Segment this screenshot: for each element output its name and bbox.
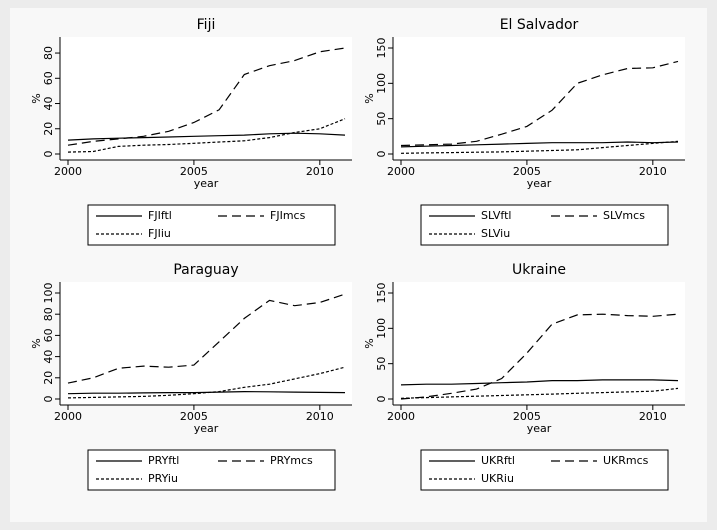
series-line bbox=[400, 313, 679, 400]
panel-title: Ukraine bbox=[512, 262, 566, 278]
x-tick-label: 2000 bbox=[54, 410, 82, 423]
x-tick-label: 2010 bbox=[639, 165, 667, 178]
series-line bbox=[400, 387, 679, 399]
series-line bbox=[67, 366, 346, 399]
y-axis-label: % bbox=[30, 338, 43, 348]
x-tick-label: 2010 bbox=[306, 165, 334, 178]
legend-label: FJIftl bbox=[148, 209, 172, 222]
y-axis-label: % bbox=[363, 93, 376, 103]
plot-region bbox=[60, 37, 352, 160]
legend-label: SLVftl bbox=[481, 209, 511, 222]
panel-title: Paraguay bbox=[173, 262, 238, 278]
y-tick-label: 0 bbox=[42, 396, 55, 403]
y-tick-label: 100 bbox=[375, 318, 388, 339]
y-tick-label: 60 bbox=[42, 328, 55, 342]
legend-label: FJIiu bbox=[148, 227, 171, 240]
y-tick-label: 50 bbox=[375, 357, 388, 371]
legend bbox=[87, 204, 336, 246]
legend-label: PRYiu bbox=[148, 472, 178, 485]
x-tick-label: 2005 bbox=[180, 165, 208, 178]
y-tick-label: 60 bbox=[42, 71, 55, 85]
legend-label: SLVmcs bbox=[603, 209, 645, 222]
x-axis-label: year bbox=[194, 422, 219, 435]
y-tick-label: 100 bbox=[375, 73, 388, 94]
series-line bbox=[67, 47, 346, 146]
x-tick-label: 2010 bbox=[639, 410, 667, 423]
x-axis-label: year bbox=[194, 177, 219, 190]
series-line bbox=[400, 141, 679, 148]
y-tick-label: 20 bbox=[42, 371, 55, 385]
plot-region bbox=[393, 282, 685, 405]
series-line bbox=[67, 132, 346, 141]
x-tick-label: 2010 bbox=[306, 410, 334, 423]
y-tick-label: 80 bbox=[42, 307, 55, 321]
legend-label: SLViu bbox=[481, 227, 510, 240]
legend bbox=[420, 204, 669, 246]
series-line bbox=[400, 379, 679, 386]
legend-label: UKRftl bbox=[481, 454, 515, 467]
x-tick-label: 2000 bbox=[387, 165, 415, 178]
x-tick-label: 2000 bbox=[54, 165, 82, 178]
y-axis-label: % bbox=[363, 338, 376, 348]
x-tick-label: 2005 bbox=[180, 410, 208, 423]
plot-region bbox=[393, 37, 685, 160]
y-tick-label: 50 bbox=[375, 112, 388, 126]
series-line bbox=[67, 390, 346, 395]
panel-title: Fiji bbox=[197, 17, 216, 33]
x-axis-label: year bbox=[527, 422, 552, 435]
y-tick-label: 80 bbox=[42, 46, 55, 60]
y-tick-label: 0 bbox=[375, 396, 388, 403]
plot-region bbox=[60, 282, 352, 405]
y-tick-label: 20 bbox=[42, 122, 55, 136]
y-tick-label: 40 bbox=[42, 350, 55, 364]
series-line bbox=[67, 293, 346, 384]
y-tick-label: 150 bbox=[375, 283, 388, 304]
y-axis-label: % bbox=[30, 93, 43, 103]
x-tick-label: 2005 bbox=[513, 165, 541, 178]
panel-title: El Salvador bbox=[500, 17, 579, 33]
legend-label: PRYftl bbox=[148, 454, 179, 467]
legend-label: PRYmcs bbox=[270, 454, 313, 467]
y-tick-label: 0 bbox=[375, 151, 388, 158]
legend-label: FJImcs bbox=[270, 209, 306, 222]
legend bbox=[420, 449, 669, 491]
x-tick-label: 2000 bbox=[387, 410, 415, 423]
x-axis-label: year bbox=[527, 177, 552, 190]
x-tick-label: 2005 bbox=[513, 410, 541, 423]
legend bbox=[87, 449, 336, 491]
series-line bbox=[67, 118, 346, 153]
legend-label: UKRiu bbox=[481, 472, 514, 485]
series-line bbox=[400, 140, 679, 154]
series-line bbox=[400, 60, 679, 147]
y-tick-label: 40 bbox=[42, 97, 55, 111]
legend-label: UKRmcs bbox=[603, 454, 649, 467]
y-tick-label: 100 bbox=[42, 283, 55, 304]
y-tick-label: 0 bbox=[42, 151, 55, 158]
y-tick-label: 150 bbox=[375, 38, 388, 59]
